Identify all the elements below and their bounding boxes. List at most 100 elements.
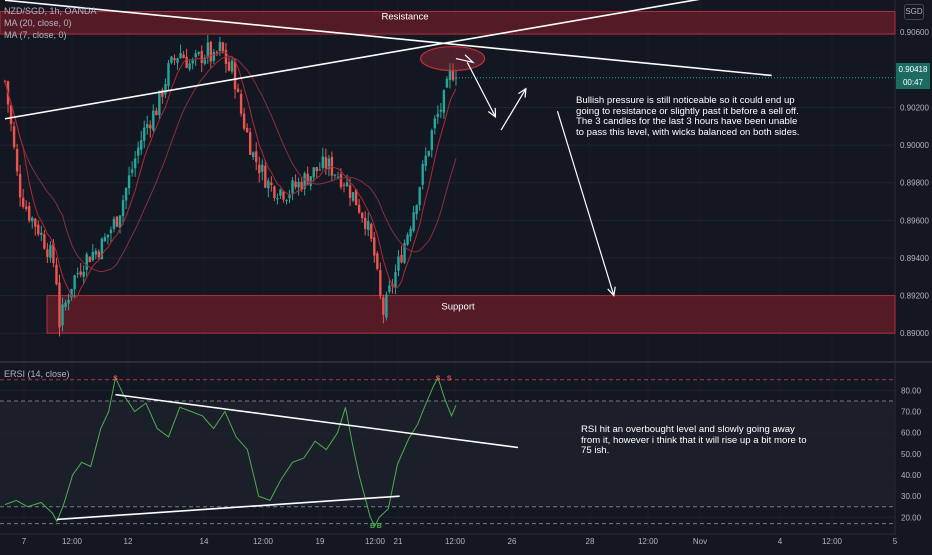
candle-body [3,80,7,82]
candle-body [385,294,388,318]
x-tick: 12:00 [365,537,386,546]
rsi-label[interactable]: ERSI (14, close) [4,369,70,379]
y-tick-rsi: 60.00 [901,429,922,438]
y-tick-rsi: 30.00 [901,492,922,501]
candle-body [324,157,328,169]
candle-body [433,118,437,129]
x-tick: 12:00 [822,537,843,546]
candle-body [248,132,252,155]
x-tick: 4 [778,537,783,546]
candle-body [370,223,373,239]
candle-body [400,254,403,263]
candle-body [40,232,43,235]
x-tick: 12:00 [253,537,274,546]
candle-body [442,90,446,113]
candle-body [315,167,318,172]
x-tick: 12:00 [638,537,659,546]
candle-body [421,164,424,185]
candle-body [112,218,116,229]
candle-body [354,189,358,206]
candle-body [9,105,13,125]
candle-body [133,158,137,169]
candle-body [267,180,270,189]
candle-body [412,212,415,231]
y-tick-main: 0.90600 [900,28,929,37]
candle-body [327,158,331,169]
y-tick-main: 0.89400 [900,254,929,263]
candle-body [221,42,225,53]
candle-body [406,234,409,245]
candle-body [21,197,25,207]
candle-body [424,155,427,167]
candle-body [188,63,191,70]
candle-body [321,156,325,168]
candle-body [318,169,321,171]
candle-body [373,237,376,256]
ma-slow-line [4,56,457,273]
candle-body [261,164,264,172]
candle-body [130,169,134,173]
candle-body [345,182,349,187]
countdown-label: 00:47 [896,76,930,89]
candle-body [146,124,149,128]
x-tick: 7 [22,537,27,546]
candle-body [55,264,58,285]
candle-body [88,256,91,263]
candle-body [49,245,52,258]
y-tick-main: 0.90200 [900,103,929,112]
y-tick-main: 0.89600 [900,216,929,225]
ma-fast-line [4,50,457,299]
candle-body [136,147,140,156]
x-tick: 19 [316,537,325,546]
arrow-head [487,107,497,119]
x-tick: Nov [693,537,707,546]
candle-body [427,151,430,156]
candle-body [363,217,367,229]
candle-body [415,205,418,215]
candle-body [64,302,67,308]
candle-body [230,60,234,72]
price-note: Bullish pressure is still noticeable so … [576,95,800,138]
symbol-label[interactable]: NZD/SGD, 1h, OANDA [4,6,97,16]
candle-body [97,251,101,258]
candle-body [161,89,164,97]
candle-body [15,149,19,172]
rsi-note: RSI hit an overbought level and slowly g… [581,424,807,457]
candle-body [34,218,37,227]
candle-body [140,140,143,150]
candle-body [158,90,161,116]
arrow-head [518,87,527,98]
y-tick-main: 0.90000 [900,141,929,150]
candle-body [409,228,412,237]
candle-body [43,234,46,249]
candle-body [367,221,370,230]
candle-body [73,275,76,290]
ma-slow-label[interactable]: MA (20, close, 0) [4,18,72,28]
trendline [4,0,772,77]
ma-fast-label[interactable]: MA (7, close, 0) [4,30,67,40]
candle-body [127,175,131,189]
candle-body [155,110,158,116]
currency-badge[interactable]: SGD [904,4,924,20]
candle-body [121,200,125,217]
candle-body [439,109,443,112]
candle-body [351,192,355,201]
candle-body [379,270,382,297]
candle-body [46,249,49,257]
y-tick-rsi: 50.00 [901,450,922,459]
candle-body [255,151,258,162]
candle-body [91,252,94,261]
candle-body [382,297,385,315]
arrow-head [607,286,616,297]
x-tick: 12:00 [445,537,466,546]
candle-body [288,194,291,199]
y-tick-rsi: 20.00 [901,513,922,522]
candle-body [191,59,194,64]
candle-body [242,113,246,129]
candle-body [167,63,170,86]
candle-body [212,52,216,61]
last-price-label: 0.90418 [896,63,930,76]
candle-body [451,71,455,81]
